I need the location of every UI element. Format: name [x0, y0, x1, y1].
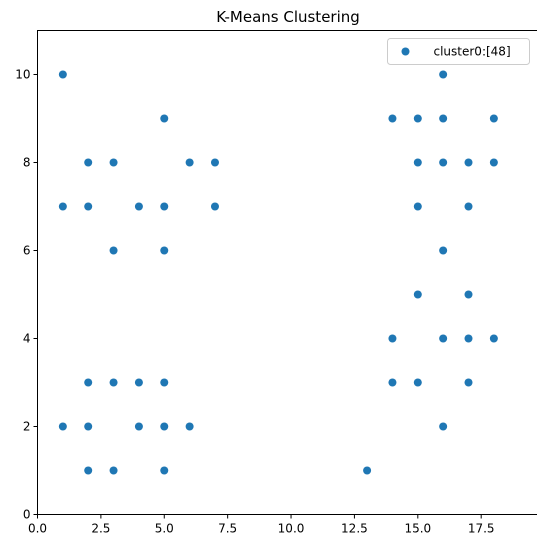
data-point	[58, 422, 67, 431]
y-tick-label: 2	[23, 420, 31, 434]
data-point	[464, 158, 473, 167]
data-point	[464, 202, 473, 211]
x-axis: 0.0 2.5 5.0 7.5 10.0 12.5 15.0 17.5	[28, 514, 495, 536]
x-tick-label: 15.0	[404, 522, 431, 536]
data-point	[134, 202, 143, 211]
data-point	[58, 202, 67, 211]
legend-label: cluster0:[48]	[434, 45, 511, 59]
data-point	[363, 466, 372, 475]
legend-marker	[401, 47, 410, 56]
data-point	[160, 378, 169, 387]
plot-area-frame	[37, 30, 537, 515]
x-tick-label: 7.5	[218, 522, 237, 536]
data-point	[464, 334, 473, 343]
data-point	[210, 158, 219, 167]
chart-title: K-Means Clustering	[216, 8, 360, 26]
y-tick-label: 8	[23, 156, 31, 170]
data-point	[439, 246, 448, 255]
y-tick-label: 0	[23, 508, 31, 522]
y-tick-label: 10	[15, 68, 30, 82]
x-tick-label: 10.0	[278, 522, 305, 536]
data-point	[160, 202, 169, 211]
data-point	[413, 114, 422, 123]
data-point	[439, 158, 448, 167]
data-point	[84, 378, 93, 387]
data-point	[489, 334, 498, 343]
data-point	[210, 202, 219, 211]
data-point	[439, 422, 448, 431]
y-tick-label: 6	[23, 244, 31, 258]
data-point	[439, 70, 448, 79]
data-point	[160, 246, 169, 255]
data-point	[109, 158, 118, 167]
data-point	[134, 422, 143, 431]
data-point	[413, 158, 422, 167]
data-point	[388, 378, 397, 387]
data-point	[185, 158, 194, 167]
data-points	[58, 70, 498, 475]
data-point	[109, 378, 118, 387]
data-point	[84, 202, 93, 211]
data-point	[439, 334, 448, 343]
data-point	[489, 114, 498, 123]
data-point	[84, 422, 93, 431]
legend: cluster0:[48]	[387, 38, 530, 65]
x-tick-label: 17.5	[468, 522, 495, 536]
data-point	[413, 202, 422, 211]
data-point	[413, 290, 422, 299]
data-point	[109, 466, 118, 475]
data-point	[464, 290, 473, 299]
data-point	[388, 114, 397, 123]
x-tick-label: 5.0	[155, 522, 174, 536]
data-point	[134, 378, 143, 387]
data-point	[160, 114, 169, 123]
data-point	[439, 114, 448, 123]
data-point	[185, 422, 194, 431]
y-axis: 0 2 4 6 8 10	[15, 68, 38, 522]
legend-box	[387, 38, 530, 65]
data-point	[464, 378, 473, 387]
data-point	[84, 466, 93, 475]
data-point	[388, 334, 397, 343]
data-point	[413, 378, 422, 387]
data-point	[160, 422, 169, 431]
x-tick-label: 0.0	[28, 522, 47, 536]
data-point	[160, 466, 169, 475]
data-point	[109, 246, 118, 255]
data-point	[58, 70, 67, 79]
data-point	[489, 158, 498, 167]
x-tick-label: 12.5	[341, 522, 368, 536]
x-tick-label: 2.5	[91, 522, 110, 536]
y-tick-label: 4	[23, 332, 31, 346]
data-point	[84, 158, 93, 167]
